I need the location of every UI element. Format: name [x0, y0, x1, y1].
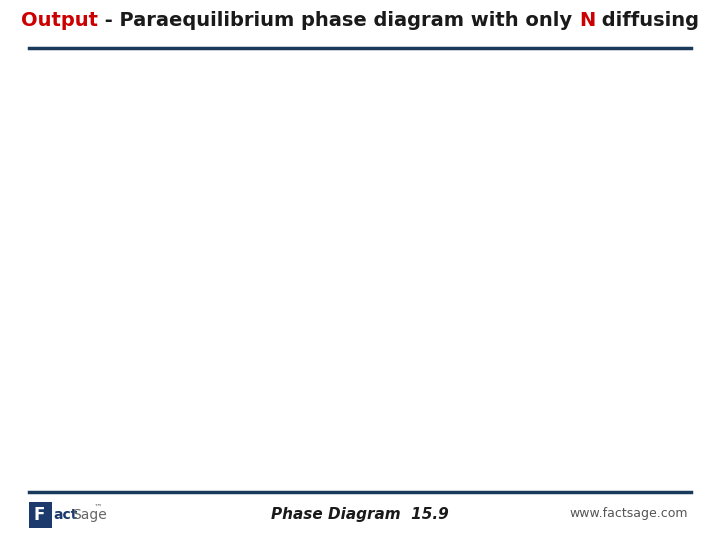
Text: diffusing: diffusing — [595, 10, 699, 30]
Text: ™: ™ — [94, 503, 102, 512]
Text: Sage: Sage — [72, 508, 107, 522]
Text: act: act — [53, 508, 78, 522]
Text: N: N — [579, 10, 595, 30]
Text: Phase Diagram  15.9: Phase Diagram 15.9 — [271, 507, 449, 522]
Text: www.factsage.com: www.factsage.com — [569, 508, 688, 521]
Text: - Paraequilibrium phase diagram with only: - Paraequilibrium phase diagram with onl… — [98, 10, 579, 30]
Text: Output: Output — [21, 10, 98, 30]
Text: F: F — [34, 506, 45, 524]
